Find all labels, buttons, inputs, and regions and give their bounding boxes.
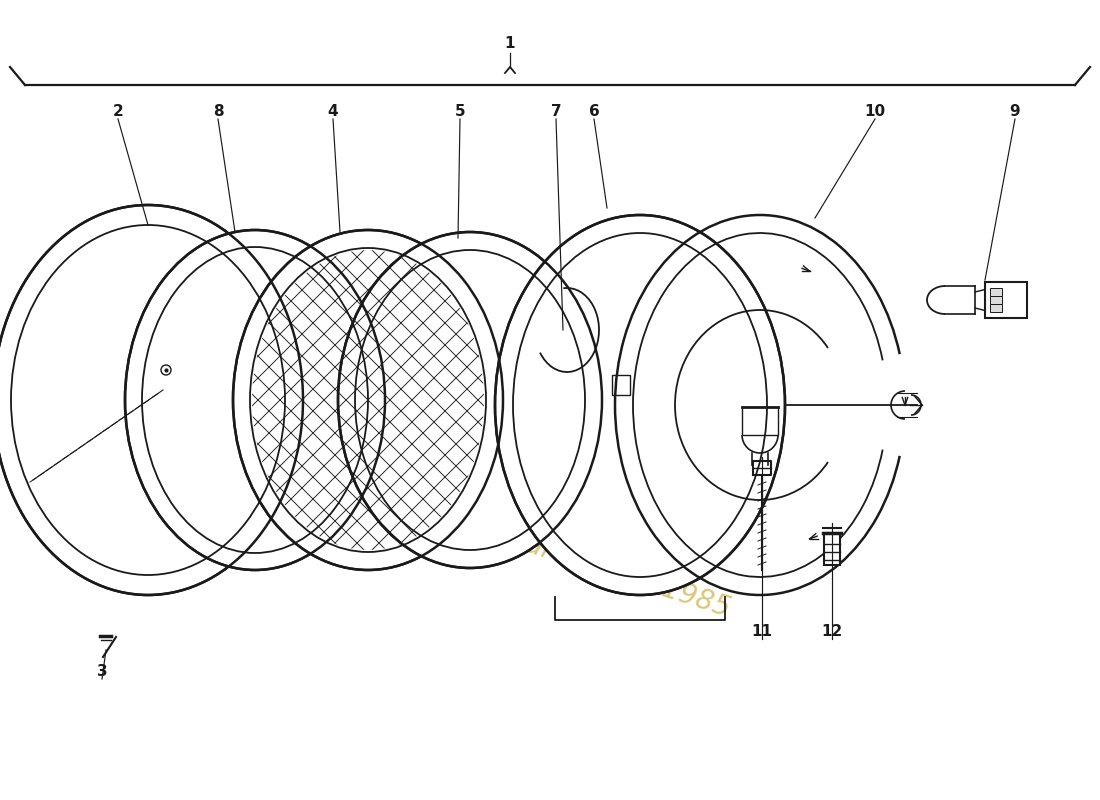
Text: 1: 1 <box>505 37 515 51</box>
Ellipse shape <box>495 215 785 595</box>
Circle shape <box>161 365 170 375</box>
Text: 4: 4 <box>328 105 339 119</box>
Text: 11: 11 <box>751 625 772 639</box>
Text: 2: 2 <box>112 105 123 119</box>
Text: 6: 6 <box>588 105 600 119</box>
Bar <box>990 304 1002 312</box>
Text: 12: 12 <box>822 625 843 639</box>
Bar <box>612 375 630 395</box>
Ellipse shape <box>233 230 503 570</box>
Ellipse shape <box>338 232 602 568</box>
Text: 10: 10 <box>865 105 886 119</box>
Text: 9: 9 <box>1010 105 1021 119</box>
Bar <box>984 282 1027 318</box>
Text: 3: 3 <box>97 665 108 679</box>
Ellipse shape <box>125 230 385 570</box>
Text: 7: 7 <box>551 105 561 119</box>
Text: a passion for parts since 1985: a passion for parts since 1985 <box>326 467 734 623</box>
Text: 5: 5 <box>454 105 465 119</box>
Bar <box>990 296 1002 304</box>
Text: 8: 8 <box>212 105 223 119</box>
Bar <box>990 288 1002 296</box>
Bar <box>824 533 840 565</box>
Ellipse shape <box>0 205 302 595</box>
